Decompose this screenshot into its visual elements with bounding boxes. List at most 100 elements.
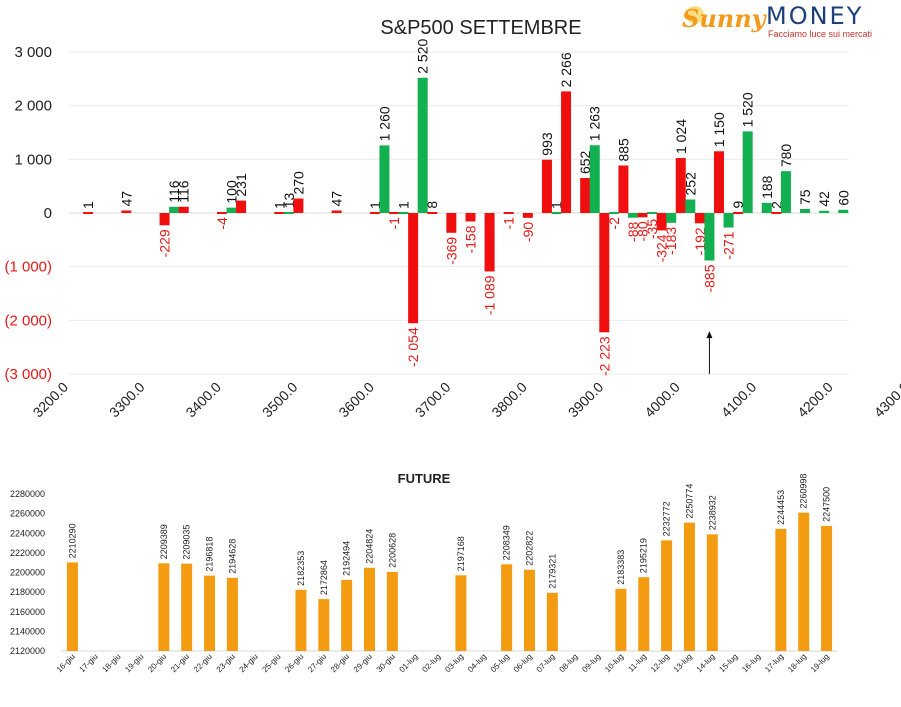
data-bar	[226, 577, 238, 651]
data-bar	[615, 588, 627, 651]
data-label: 8	[424, 201, 440, 209]
logo-money-text: MONEY	[766, 2, 864, 30]
data-label: 2238932	[707, 495, 717, 530]
sp500-options-chart: S&P500 SETTEMBRE 3 000 2 000 1 000 0 (1 000) (…	[4, 17, 901, 421]
x-tick-label: 03-lug	[443, 652, 465, 674]
data-bar	[274, 212, 285, 214]
logo-sunny-text: Sunny	[682, 4, 766, 33]
x-tick-label: 3200.0	[30, 379, 72, 421]
data-label: -192	[692, 227, 708, 255]
x-tick-label: 19-lug	[809, 652, 831, 674]
data-bar	[455, 575, 467, 651]
annotation-arrow-head	[706, 331, 713, 339]
x-tick-label: 10-lug	[603, 652, 625, 674]
data-bar	[733, 212, 744, 214]
data-bar	[706, 534, 718, 651]
data-label: 780	[778, 144, 794, 168]
x-tick-label: 09-lug	[580, 652, 602, 674]
data-bar	[618, 165, 629, 213]
chart-title: S&P500 SETTEMBRE	[380, 17, 581, 39]
data-bar	[522, 213, 533, 218]
x-tick-label: 20-giu	[146, 652, 168, 674]
data-bar	[683, 522, 695, 651]
data-label: -2 223	[596, 336, 612, 376]
data-label: -158	[462, 225, 478, 253]
data-label: -271	[721, 231, 737, 259]
data-label: 2210290	[67, 523, 77, 558]
data-bar	[408, 213, 419, 324]
x-tick-label: 12-lug	[649, 652, 671, 674]
x-tick-label: 3900.0	[565, 379, 607, 421]
data-bar	[627, 213, 638, 218]
x-tick-label: 4300.0	[871, 379, 901, 421]
data-label: -90	[520, 222, 536, 242]
data-label: 252	[682, 172, 698, 196]
data-bar	[551, 212, 562, 214]
data-label: 2260998	[799, 474, 809, 509]
x-tick-label: 17-lug	[763, 652, 785, 674]
data-bar	[666, 213, 677, 223]
data-label: 1	[367, 201, 383, 209]
x-tick-label: 08-lug	[558, 652, 580, 674]
data-label: 231	[233, 173, 249, 197]
x-tick-label: 11-lug	[626, 652, 648, 674]
data-bar	[66, 562, 78, 651]
x-tick-label: 14-lug	[695, 652, 717, 674]
x-tick-label: 17-giu	[78, 652, 100, 674]
data-label: 75	[797, 189, 813, 205]
data-label: 652	[577, 150, 593, 174]
x-tick-label: 3400.0	[182, 379, 224, 421]
data-label: 2250774	[684, 484, 694, 519]
data-label: 47	[329, 191, 345, 207]
x-tick-label: 27-giu	[306, 652, 328, 674]
data-bar	[675, 158, 686, 213]
data-label: 2209389	[159, 524, 169, 559]
data-label: 1 260	[376, 106, 392, 141]
data-bar	[661, 540, 673, 651]
data-bar	[546, 592, 558, 651]
data-label: -88	[625, 222, 641, 242]
y-tick-label: 2180000	[10, 587, 45, 597]
data-bar	[561, 91, 572, 213]
data-label: 2	[768, 201, 784, 209]
data-bar	[386, 571, 398, 651]
x-tick-label: 06-lug	[512, 652, 534, 674]
data-label: 60	[835, 190, 851, 206]
data-label: 2200628	[387, 533, 397, 568]
y-tick-label: 3 000	[14, 44, 52, 61]
y-tick-label: 2140000	[10, 626, 45, 636]
data-label: 1 520	[740, 92, 756, 127]
data-bar	[685, 199, 696, 213]
data-bar	[694, 213, 705, 224]
data-bar	[775, 528, 787, 651]
y-tick-label: 2 000	[14, 98, 52, 115]
data-label: -885	[701, 264, 717, 292]
data-label: 116	[166, 180, 182, 203]
logo-tagline: Facciamo luce sui mercati	[768, 29, 873, 39]
data-bar	[398, 212, 409, 214]
x-tick-label: 02-lug	[420, 652, 442, 674]
data-label: -183	[663, 227, 679, 255]
data-bar	[83, 212, 94, 214]
data-bar	[283, 212, 294, 214]
data-bar	[465, 213, 476, 222]
y-tick-label: 2260000	[10, 509, 45, 519]
data-bar	[580, 178, 591, 213]
data-label: 100	[224, 180, 240, 204]
chart-title: FUTURE	[398, 471, 451, 486]
data-label: 993	[539, 132, 555, 156]
y-tick-label: 2160000	[10, 607, 45, 617]
data-label: 1 150	[711, 112, 727, 147]
data-bar	[501, 564, 513, 651]
x-tick-label: 18-lug	[786, 652, 808, 674]
data-label: -229	[157, 229, 173, 257]
data-bar	[761, 202, 772, 213]
data-bar	[369, 212, 380, 214]
data-bar	[417, 77, 428, 213]
x-tick-label: 21-giu	[169, 652, 191, 674]
x-tick-label: 4100.0	[718, 379, 760, 421]
data-label: 2204824	[365, 529, 375, 564]
data-bar	[599, 213, 610, 333]
data-label: -4	[214, 217, 230, 230]
x-tick-label: 3600.0	[335, 379, 377, 421]
